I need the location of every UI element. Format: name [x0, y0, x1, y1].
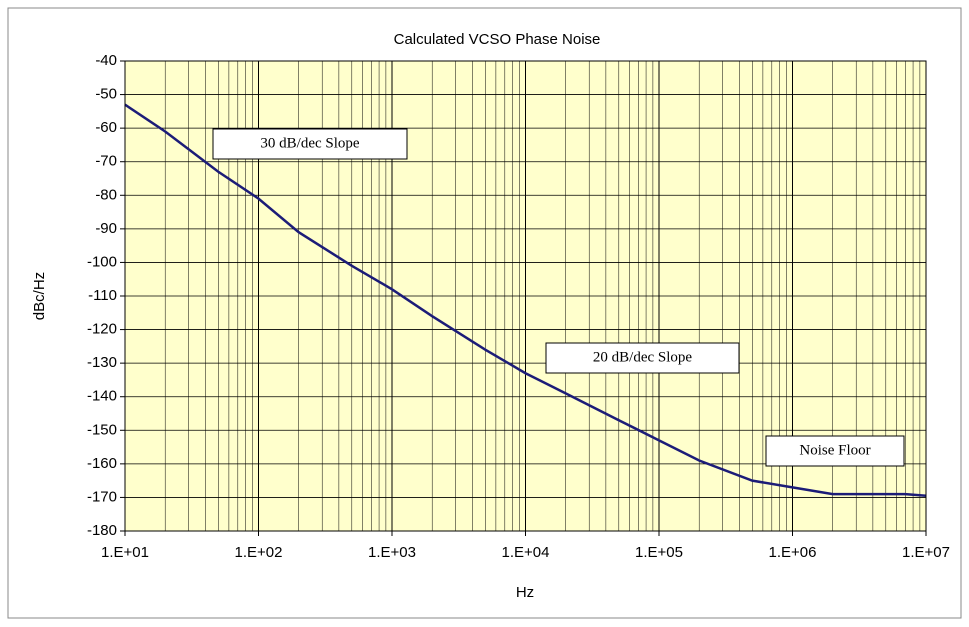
chart-title: Calculated VCSO Phase Noise [394, 31, 601, 48]
y-tick-label: -80 [95, 186, 117, 203]
y-tick-label: -110 [88, 287, 117, 304]
y-tick-label: -180 [87, 522, 117, 539]
x-tick-label: 1.E+05 [635, 544, 683, 561]
y-axis-label: dBc/Hz [31, 272, 48, 320]
x-axis-label: Hz [516, 584, 534, 601]
x-tick-label: 1.E+03 [368, 544, 416, 561]
y-tick-label: -150 [87, 421, 117, 438]
x-tick-label: 1.E+01 [101, 544, 149, 561]
annotation-box [545, 342, 740, 374]
annotation: 20 dB/dec Slope [593, 349, 692, 365]
y-tick-label: -170 [87, 488, 117, 505]
annotation: Noise Floor [799, 442, 870, 458]
x-tick-label: 1.E+02 [235, 544, 283, 561]
y-tick-label: -40 [95, 52, 117, 69]
x-tick-label: 1.E+04 [502, 544, 550, 561]
y-tick-label: -120 [87, 321, 117, 338]
y-tick-label: -160 [87, 455, 117, 472]
annotation-box [212, 128, 408, 160]
x-tick-label: 1.E+06 [769, 544, 817, 561]
x-tick-label: 1.E+07 [902, 544, 950, 561]
y-tick-label: -70 [95, 153, 117, 170]
annotation-box [765, 435, 905, 467]
y-tick-label: -90 [95, 220, 117, 237]
y-tick-label: -60 [95, 119, 117, 136]
annotation: 30 dB/dec Slope [260, 135, 359, 151]
data-line [124, 103, 927, 497]
y-tick-label: -140 [87, 388, 117, 405]
y-tick-label: -50 [95, 86, 117, 103]
y-tick-label: -130 [87, 354, 117, 371]
plot-frame [124, 60, 927, 532]
y-tick-label: -100 [87, 253, 117, 270]
